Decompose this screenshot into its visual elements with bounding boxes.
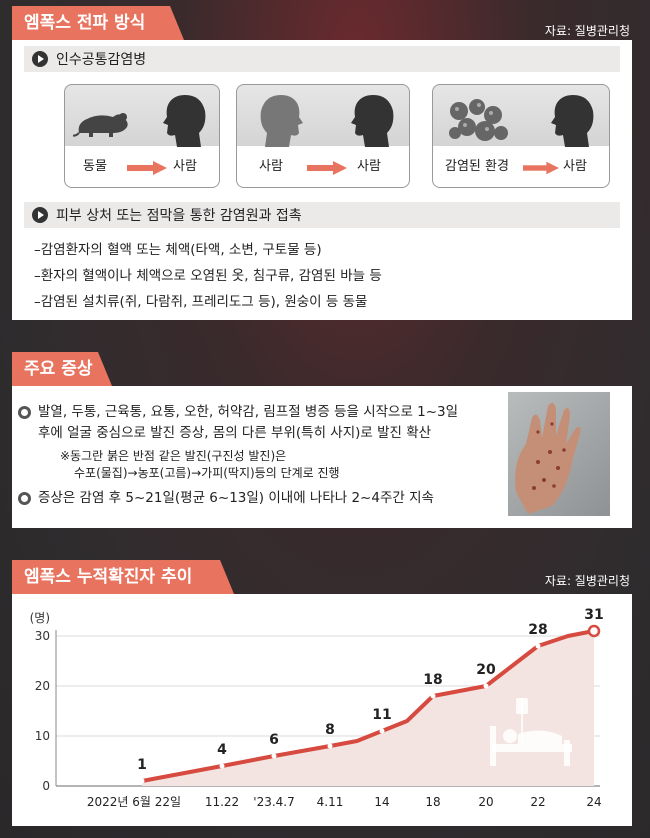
- data-point: [430, 693, 436, 699]
- section-title-symptoms: 주요 증상: [12, 352, 112, 386]
- play-bullet-icon: [32, 51, 48, 67]
- data-point: [139, 778, 145, 784]
- subheading-contact-text: 피부 상처 또는 점막을 통한 감염원과 접촉: [56, 208, 302, 224]
- subheading-zoonotic-text: 인수공통감염병: [56, 52, 147, 68]
- contact-item: –환자의 혈액이나 체액으로 오염된 옷, 침구류, 감염된 바늘 등: [34, 268, 382, 284]
- data-label: 1: [137, 757, 147, 773]
- note-line: 수포(물집)→농포(고름)→가피(딱지)등의 단계로 진행: [74, 466, 340, 480]
- person-head-icon: [163, 95, 206, 147]
- circle-bullet-icon: [18, 492, 31, 505]
- x-tick-label: 2022년 6월 22일: [87, 795, 181, 809]
- data-point: [271, 753, 277, 759]
- data-label: 4: [217, 742, 227, 758]
- data-point: [219, 763, 225, 769]
- x-tick-label: 4.11: [317, 795, 344, 809]
- section-title-cases: 엠폭스 누적확진자 추이: [12, 560, 234, 594]
- transmission-to-label: 사람: [173, 159, 197, 174]
- circle-bullet-icon: [18, 406, 31, 419]
- y-tick-label: 20: [35, 679, 50, 693]
- x-tick-label: 11.22: [205, 795, 239, 809]
- symptom-item-1: 발열, 두통, 근육통, 요통, 오한, 허약감, 림프절 병증 등을 시작으로…: [18, 402, 458, 444]
- rash-note: ※동그란 붉은 반점 같은 발진(구진성 발진)은 수포(물집)→농포(고름)→…: [60, 448, 340, 482]
- area-fill: [142, 631, 594, 786]
- x-tick-label: 20: [478, 795, 493, 809]
- transmission-panel: 인수공통감염병 동물 사람 사람 사람: [12, 40, 632, 320]
- y-axis-label: (명): [30, 611, 50, 625]
- x-tick-label: 24: [586, 795, 601, 809]
- source-label-2: 자료: 질병관리청: [544, 574, 630, 588]
- hospital-bed-icon: [490, 698, 572, 766]
- x-tick-label: 14: [374, 795, 389, 809]
- data-label: 28: [528, 622, 547, 638]
- rash-hand-photo: [508, 392, 610, 516]
- contact-item: –감염환자의 혈액 또는 체액(타액, 소변, 구토물 등): [34, 242, 322, 258]
- data-label: 31: [584, 607, 603, 623]
- symptom-line: 증상은 감염 후 5~21일(평균 6~13일) 이내에 나타나 2~4주간 지…: [38, 490, 434, 506]
- data-point: [379, 728, 385, 734]
- transmission-box-environment: 감염된 환경 사람: [432, 84, 610, 188]
- data-label: 8: [325, 722, 335, 738]
- data-label: 11: [372, 707, 391, 723]
- y-tick-label: 10: [35, 729, 50, 743]
- section-title-transmission: 엠폭스 전파 방식: [12, 6, 184, 40]
- transmission-from-label: 동물: [83, 159, 107, 174]
- subheading-contact: 피부 상처 또는 점막을 통한 감염원과 접촉: [24, 202, 620, 228]
- data-label: 18: [423, 672, 442, 688]
- symptom-line: 발열, 두통, 근육통, 요통, 오한, 허약감, 림프절 병증 등을 시작으로…: [38, 404, 459, 420]
- symptom-item-2: 증상은 감염 후 5~21일(평균 6~13일) 이내에 나타나 2~4주간 지…: [18, 488, 434, 509]
- arrow-right-icon: [523, 161, 559, 175]
- y-tick-label: 30: [35, 629, 50, 643]
- subheading-zoonotic: 인수공통감염병: [24, 46, 620, 72]
- transmission-to-label: 사람: [357, 159, 381, 174]
- x-tick-label: '23.4.7: [253, 795, 294, 809]
- data-label: 6: [269, 732, 279, 748]
- y-tick-label: 0: [42, 779, 50, 793]
- symptom-line: 후에 얼굴 중심으로 발진 증상, 몸의 다른 부위(특히 사지)로 발진 확산: [38, 425, 432, 441]
- source-label-1: 자료: 질병관리청: [544, 24, 630, 38]
- person-head-icon: [551, 95, 594, 147]
- transmission-from-label: 감염된 환경: [445, 159, 509, 174]
- data-label: 20: [476, 662, 496, 678]
- x-tick-label: 18: [425, 795, 440, 809]
- series-line: [141, 629, 595, 783]
- play-bullet-icon: [32, 207, 48, 223]
- data-point: [535, 643, 541, 649]
- person-head-icon: [260, 95, 303, 147]
- data-point: [483, 683, 489, 689]
- virus-cluster-icon: [449, 99, 508, 141]
- transmission-box-animal: 동물 사람: [64, 84, 220, 188]
- arrow-right-icon: [127, 161, 167, 175]
- person-head-icon: [351, 95, 394, 147]
- chart-panel: 0 10 20 30 (명) 1 4 6 8 11 18 20 28 31 2022년 6월 22일 11.2…: [12, 594, 632, 826]
- data-point: [327, 743, 333, 749]
- transmission-to-label: 사람: [563, 159, 587, 174]
- transmission-box-human: 사람 사람: [236, 84, 410, 188]
- x-tick-label: 22: [530, 795, 545, 809]
- arrow-right-icon: [307, 161, 347, 175]
- rat-icon: [73, 113, 128, 137]
- transmission-from-label: 사람: [259, 159, 283, 174]
- contact-item: –감염된 설치류(쥐, 다람쥐, 프레리도그 등), 원숭이 등 동물: [34, 294, 368, 310]
- data-point: [587, 624, 601, 638]
- note-line: ※동그란 붉은 반점 같은 발진(구진성 발진)은: [60, 449, 287, 463]
